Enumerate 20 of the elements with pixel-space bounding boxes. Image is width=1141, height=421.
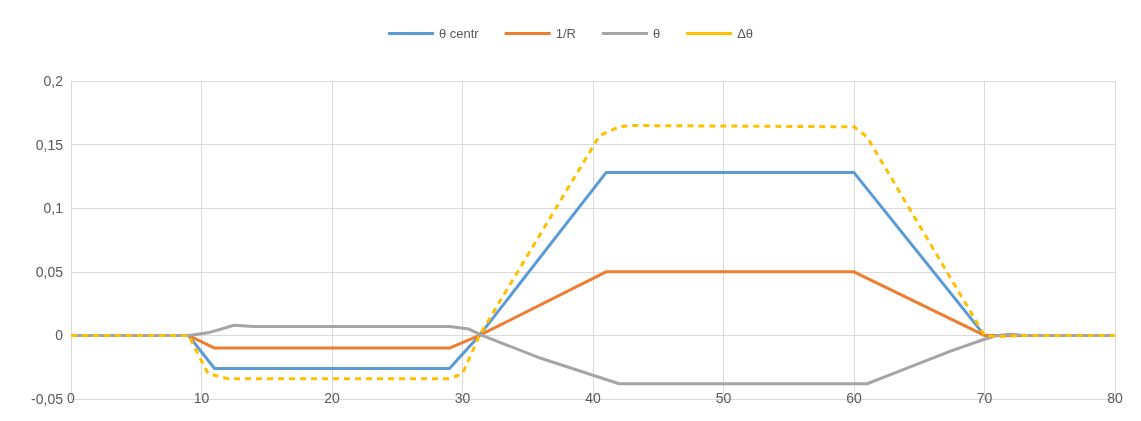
legend-label: 1/R xyxy=(555,26,576,41)
y-tick-label: 0,1 xyxy=(43,200,64,217)
legend-label: Δθ xyxy=(737,26,754,41)
y-tick-label: -0,05 xyxy=(31,391,64,407)
x-tick-label: 40 xyxy=(585,390,601,406)
x-tick-label: 60 xyxy=(846,390,862,406)
legend-label: θ centr xyxy=(438,26,480,41)
x-tick-label: 30 xyxy=(454,390,471,406)
line-series xyxy=(69,124,1117,381)
y-tick-label: 0,15 xyxy=(35,136,64,153)
y-tick-label: 0,2 xyxy=(43,73,64,89)
legend-label: θ xyxy=(652,26,661,41)
x-tick-label: 70 xyxy=(976,390,993,406)
y-tick-label: 0,05 xyxy=(35,263,64,280)
x-tick-label: 50 xyxy=(715,390,732,406)
x-tick-label: 80 xyxy=(1107,390,1123,406)
x-tick-label: 20 xyxy=(324,390,340,406)
x-tick-label: 10 xyxy=(193,390,210,406)
y-tick-label: 0 xyxy=(55,327,64,344)
x-tick-label: 0 xyxy=(67,390,76,406)
